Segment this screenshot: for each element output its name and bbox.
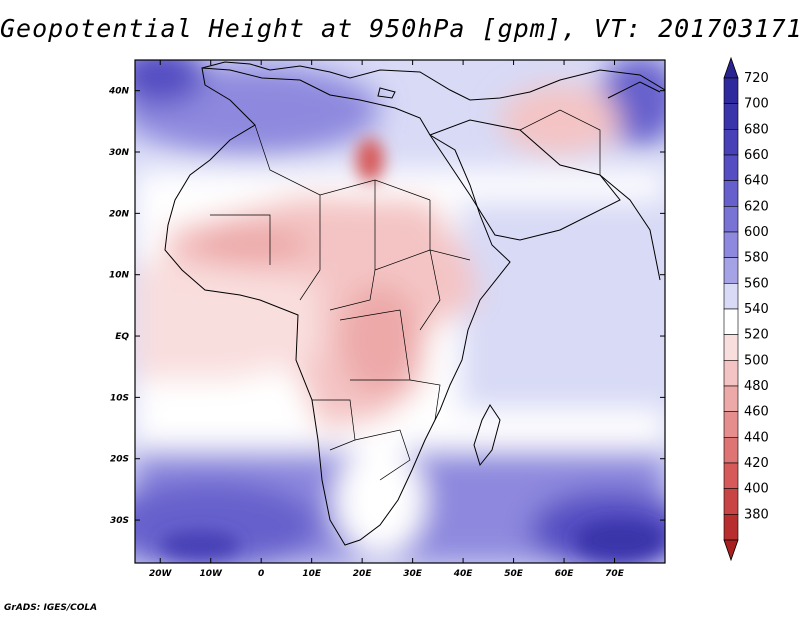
- colorbar-swatch: [723, 488, 739, 515]
- colorbar-swatch: [723, 129, 739, 156]
- lon-tick-label: 20W: [149, 569, 173, 579]
- colorbar-label: 460: [744, 405, 769, 420]
- lat-tick-label: 20S: [110, 455, 129, 465]
- field-southwest-core: [160, 531, 240, 559]
- lon-tick-label: 40E: [453, 569, 474, 579]
- height-field: [135, 60, 665, 563]
- colorbar-label: 440: [744, 430, 769, 445]
- colorbar-label: 420: [744, 456, 769, 471]
- lon-tick-label: 60E: [555, 569, 575, 579]
- colorbar-label: 380: [744, 507, 769, 522]
- colorbar-swatch: [723, 154, 739, 181]
- colorbar-swatch: [723, 206, 739, 233]
- lat-tick-label: EQ: [115, 332, 129, 342]
- colorbar-label: 480: [744, 379, 769, 394]
- madagascar-coastline: [473, 404, 501, 467]
- africa-coastline: [164, 67, 511, 546]
- colorbar-label: 620: [744, 199, 769, 214]
- lat-tick-label: 10S: [110, 393, 129, 403]
- field-indian-ocean: [460, 200, 665, 410]
- colorbar-swatch: [723, 231, 739, 258]
- lon-tick-label: 20E: [353, 569, 373, 579]
- lat-tick-label: 20N: [109, 209, 130, 219]
- colorbar-label: 720: [744, 71, 769, 86]
- field-northwest-high: [135, 60, 205, 105]
- border-angola-namibia: [312, 399, 356, 451]
- colorbar-swatch: [723, 77, 739, 104]
- border-drc: [339, 309, 411, 381]
- colorbar-label: 640: [744, 174, 769, 189]
- colorbar-swatch: [723, 514, 739, 541]
- lon-tick-label: 10E: [302, 569, 322, 579]
- coastlines: [164, 61, 665, 546]
- lat-tick-label: 10N: [109, 271, 130, 281]
- border-mali: [210, 214, 271, 265]
- field-sahel-low: [190, 227, 310, 263]
- colorbar-label: 500: [744, 353, 769, 368]
- colorbar-label: 600: [744, 225, 769, 240]
- map-title: Geopotential Height at 950hPa [gpm], VT:…: [0, 14, 800, 43]
- field-southern-africa: [335, 445, 425, 555]
- border-iran: [519, 109, 601, 175]
- colorbar-label: 520: [744, 328, 769, 343]
- field-libya-low: [356, 138, 384, 182]
- map-frame: [134, 59, 666, 564]
- colorbar-bottom-arrow: [723, 539, 739, 562]
- field-congo-low: [340, 285, 420, 395]
- lat-tick-label: 30S: [110, 516, 129, 526]
- colorbar-label: 680: [744, 122, 769, 137]
- axis-ticks: 20W 10W 0 10E 20E 30E 40E 50E 60E 70E 40N 30N 20N 10N…: [108, 60, 665, 579]
- colorbar-label: 700: [744, 97, 769, 112]
- europe-coastline: [201, 61, 665, 101]
- lon-tick-label: 10W: [199, 569, 223, 579]
- colorbar-label: 580: [744, 251, 769, 266]
- country-borders: [210, 109, 601, 481]
- colorbar-swatch: [723, 385, 739, 412]
- colorbar-label: 540: [744, 302, 769, 317]
- colorbar-label: 660: [744, 148, 769, 163]
- colorbar-swatch: [723, 180, 739, 207]
- crete-outline: [377, 87, 396, 99]
- colorbar-label: 400: [744, 482, 769, 497]
- colorbar-swatch: [723, 283, 739, 310]
- lat-tick-label: 40N: [108, 87, 130, 97]
- colorbar-swatch: [723, 308, 739, 335]
- border-south-sudan: [374, 249, 441, 331]
- field-arabia-low: [500, 85, 620, 155]
- india-coastline: [599, 174, 661, 281]
- grads-credit: GrADS: IGES/COLA: [4, 603, 98, 613]
- lon-tick-label: 70E: [605, 569, 625, 579]
- border-southern: [354, 429, 411, 481]
- border-niger-nigeria: [299, 195, 321, 301]
- colorbar-swatch: [723, 462, 739, 489]
- colorbar-swatch: [723, 103, 739, 130]
- colorbar-swatch: [723, 411, 739, 438]
- border-chad: [329, 180, 376, 311]
- colorbar-swatch: [723, 334, 739, 361]
- colorbar: 720 700 680 660 640 620 600 580 560 540 520 500 480 4…: [723, 56, 769, 562]
- colorbar-swatch: [723, 257, 739, 284]
- field-southeast-core: [575, 520, 665, 560]
- lat-tick-label: 30N: [109, 148, 130, 158]
- colorbar-label: 560: [744, 276, 769, 291]
- lon-tick-label: 0: [258, 569, 264, 579]
- lon-tick-label: 50E: [504, 569, 524, 579]
- arabia-coastline: [429, 119, 621, 241]
- caspian-outline: [607, 81, 661, 99]
- border-tanzania-moz: [409, 379, 441, 421]
- colorbar-swatch: [723, 360, 739, 387]
- lon-tick-label: 30E: [403, 569, 423, 579]
- colorbar-top-arrow: [723, 56, 739, 79]
- colorbar-swatch: [723, 437, 739, 464]
- field-atlantic-low: [135, 260, 320, 380]
